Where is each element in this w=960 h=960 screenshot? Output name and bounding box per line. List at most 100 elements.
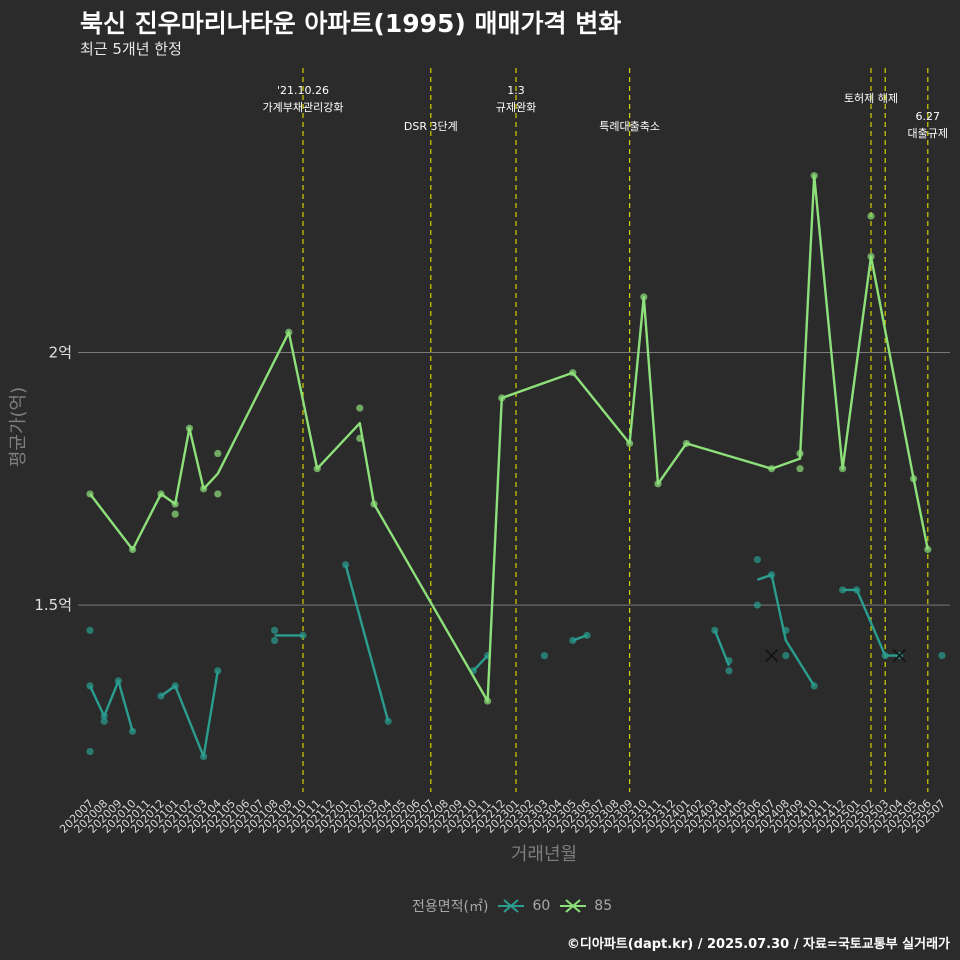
series-60-point: [86, 747, 94, 756]
series-60-point: [782, 651, 790, 660]
series-60-point: [271, 626, 279, 634]
chart-subtitle: 최근 5개년 한정: [80, 40, 182, 58]
series-60-point: [100, 712, 108, 720]
series-85-line: [89, 174, 929, 703]
series-85-point: [356, 434, 364, 442]
series-85-point: [626, 439, 634, 448]
series-60-line: [757, 573, 816, 687]
series-85-point: [796, 449, 804, 458]
series-85-point: [682, 439, 691, 448]
series-85-point: [640, 293, 648, 301]
series-85-point: [86, 490, 94, 498]
series-60-point: [839, 586, 847, 594]
series-60-point: [938, 651, 946, 660]
series-60-point: [725, 667, 733, 675]
series-60-point: [853, 586, 861, 594]
series-60-point: [214, 667, 222, 675]
series-60-point: [200, 753, 208, 761]
series-60-point: [881, 651, 889, 660]
series-85-point: [313, 465, 321, 473]
event-label: 특례대출축소: [599, 120, 660, 133]
source-caption: ©디아파트(dapt.kr) / 2025.07.30 / 자료=국토교통부 실…: [566, 937, 950, 952]
series-85-point: [200, 485, 208, 493]
legend-key-85: [560, 899, 587, 913]
legend: 전용면적(㎡) 60 85: [412, 895, 612, 917]
series-85-point: [185, 424, 193, 432]
series-60-line: [88, 679, 134, 732]
series-60-point: [725, 657, 733, 665]
x-axis-title: 거래년월: [511, 844, 577, 865]
series-85-point: [796, 465, 804, 473]
grid-layer: [78, 351, 950, 606]
legend-label-60: 60: [532, 898, 551, 914]
series-60-point: [540, 651, 549, 660]
series-85-point: [910, 475, 918, 483]
series-85-point: [370, 500, 378, 508]
series-85-point: [484, 697, 492, 705]
legend-label-85: 85: [594, 898, 613, 914]
series-60-point: [569, 636, 577, 645]
legend-title: 전용면적(㎡): [412, 899, 489, 915]
event-label: 가계부채관리강화: [263, 101, 344, 114]
series-60-point: [157, 692, 165, 700]
series-85-point: [867, 212, 875, 220]
event-label: 규제완화: [496, 101, 536, 114]
series-60-line: [160, 670, 219, 758]
series-85-point: [214, 490, 222, 498]
event-label: 대출규제: [908, 127, 948, 140]
series-85-point: [157, 490, 165, 498]
series-60-point: [299, 631, 307, 639]
series-85-point: [285, 328, 293, 336]
series-60-line: [842, 588, 900, 657]
series-60-point: [753, 601, 762, 609]
series-60-cross-marker: [892, 649, 906, 663]
chart-title: 북신 진우마리나타운 아파트(1995) 매매가격 변화: [80, 9, 622, 38]
series-60-line: [344, 564, 390, 722]
legend-item-60: 60: [496, 896, 550, 916]
legend-item-85: 85: [558, 896, 612, 916]
series-85-point: [171, 510, 179, 518]
event-label: 1.3: [507, 84, 525, 97]
series-85-point: [129, 545, 137, 554]
series-60-point: [342, 561, 350, 569]
series-60-point: [86, 682, 94, 690]
series-60-point: [768, 571, 776, 579]
series-layer: [86, 172, 946, 761]
event-label: 6.27: [916, 110, 941, 123]
event-label: DSR 3단계: [404, 120, 458, 133]
series-60-point: [782, 626, 790, 634]
series-85-point: [498, 394, 506, 402]
series-60-point: [86, 626, 94, 634]
y-tick-label: 1.5억: [34, 596, 72, 614]
series-60-point: [753, 556, 762, 564]
series-85-point: [214, 449, 222, 458]
event-label: 토허제 해제: [844, 91, 898, 105]
axis-layer: 2억1.5억평균가(억)2020072020082020092020102020…: [8, 343, 948, 865]
series-60-point: [810, 682, 818, 690]
legend-key-60: [498, 899, 525, 913]
series-60-cross-marker: [765, 649, 779, 663]
series-85-point: [569, 369, 577, 377]
series-60-point: [171, 682, 179, 690]
series-85-point: [810, 172, 818, 180]
event-label: '21.10.26: [277, 84, 329, 97]
series-85-point: [867, 252, 875, 261]
series-85-point: [839, 465, 847, 473]
series-85-point: [356, 404, 364, 412]
series-60-point: [271, 636, 279, 645]
series-60-point: [114, 677, 122, 685]
series-60-point: [100, 717, 108, 725]
series-85-point: [924, 545, 932, 554]
series-85-point: [768, 465, 776, 473]
series-60-point: [711, 626, 719, 634]
y-axis-title: 평균가(억): [8, 387, 29, 467]
series-85-point: [171, 500, 179, 508]
series-60-point: [129, 727, 137, 735]
series-60-point: [583, 631, 591, 639]
series-85-point: [654, 480, 662, 488]
series-60-point: [384, 717, 392, 725]
y-tick-label: 2억: [49, 343, 72, 361]
